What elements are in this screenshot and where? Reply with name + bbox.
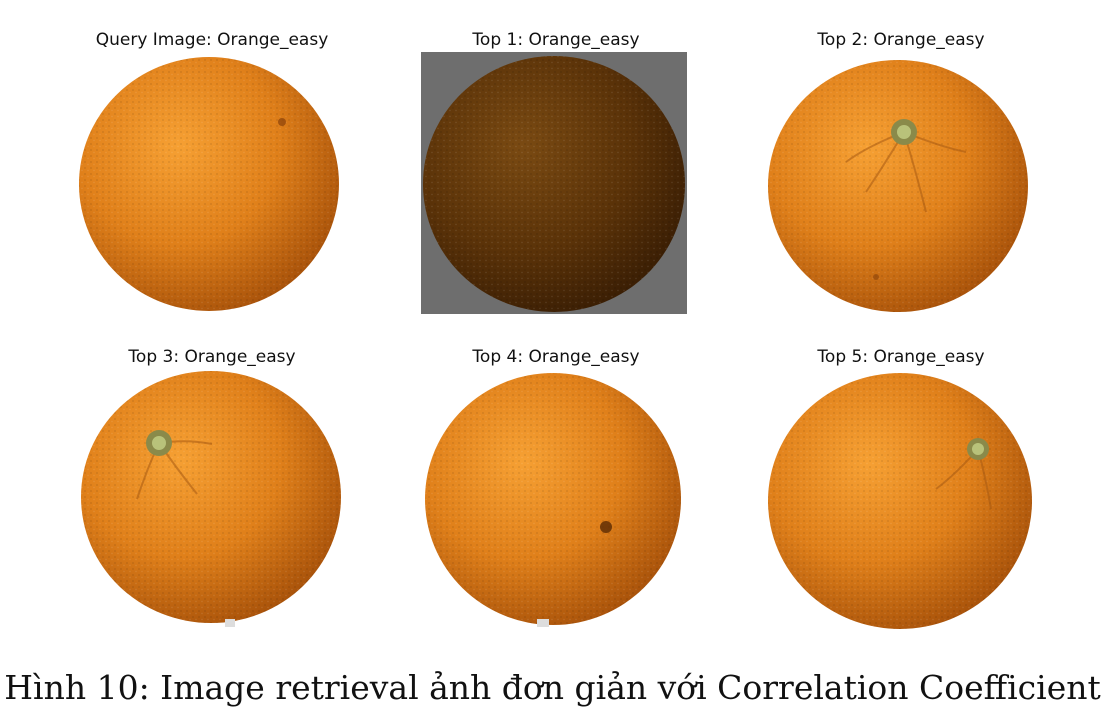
orange-image bbox=[77, 369, 347, 631]
top-3-title: Top 3: Orange_easy bbox=[128, 347, 296, 367]
top-1-title: Top 1: Orange_easy bbox=[472, 30, 640, 50]
query-image-title: Query Image: Orange_easy bbox=[95, 30, 329, 50]
top-4-title: Top 4: Orange_easy bbox=[472, 347, 640, 367]
top-2-title: Top 2: Orange_easy bbox=[817, 30, 985, 50]
orange-image bbox=[421, 369, 691, 631]
orange-image bbox=[421, 52, 691, 314]
orange-image bbox=[766, 52, 1036, 314]
figure-caption: Hình 10: Image retrieval ảnh đơn giản vớ… bbox=[4, 668, 1101, 707]
top-5-title: Top 5: Orange_easy bbox=[817, 347, 985, 367]
orange-image bbox=[77, 52, 347, 314]
orange-image bbox=[766, 369, 1036, 631]
